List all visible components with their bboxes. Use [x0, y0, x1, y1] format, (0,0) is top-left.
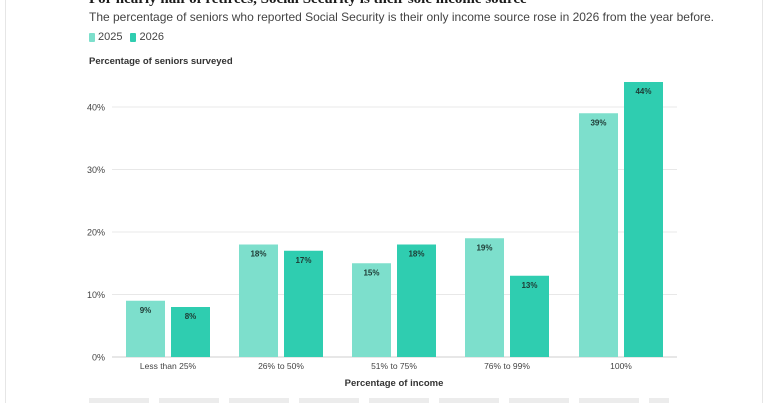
data-label: 18%: [408, 250, 424, 259]
legend-label-2026: 2026: [139, 31, 164, 43]
data-label: 15%: [363, 268, 379, 277]
x-tick-label: 100%: [610, 361, 632, 371]
bar-2026: [397, 244, 436, 357]
chart-title: For nearly half of retirees, Social Secu…: [89, 0, 759, 8]
y-tick-label: 10%: [87, 290, 105, 300]
bar-2026: [171, 307, 210, 357]
bar-2025: [126, 300, 165, 357]
bar-2026: [510, 275, 549, 357]
frame-border-right: [762, 0, 763, 403]
x-tick-label: Less than 25%: [140, 361, 197, 371]
y-axis-title: Percentage of seniors surveyed: [89, 56, 233, 67]
bar-2025: [239, 244, 278, 357]
frame-border-left: [5, 0, 6, 403]
x-tick-label: 76% to 99%: [484, 361, 530, 371]
legend-item-2026: 2026: [130, 31, 164, 43]
bar-2025: [465, 238, 504, 357]
y-tick-label: 40%: [87, 103, 105, 113]
legend-label-2025: 2025: [98, 31, 123, 43]
bar-2026: [624, 82, 663, 357]
bar-2026: [284, 250, 323, 357]
data-label: 19%: [476, 243, 492, 252]
footer-strip: [89, 398, 669, 403]
y-tick-label: 20%: [87, 228, 105, 238]
legend-item-2025: 2025: [89, 31, 122, 43]
data-label: 17%: [295, 256, 311, 265]
legend: 2025 2026: [89, 31, 164, 43]
chart-subtitle: The percentage of seniors who reported S…: [89, 10, 714, 24]
legend-swatch-2026: [130, 32, 137, 42]
legend-swatch-2025: [89, 32, 95, 42]
x-tick-label: 51% to 75%: [371, 361, 417, 371]
y-tick-label: 0%: [92, 353, 105, 363]
x-tick-label: 26% to 50%: [258, 361, 304, 371]
x-axis-title: Percentage of income: [345, 378, 444, 389]
data-label: 44%: [635, 87, 651, 96]
y-tick-label: 30%: [87, 165, 105, 175]
bar-2025: [579, 113, 618, 357]
data-label: 13%: [521, 281, 537, 290]
data-label: 39%: [590, 118, 606, 127]
data-label: 8%: [185, 312, 197, 321]
data-label: 9%: [140, 306, 152, 315]
data-label: 18%: [250, 250, 266, 259]
bar-2025: [352, 263, 391, 357]
